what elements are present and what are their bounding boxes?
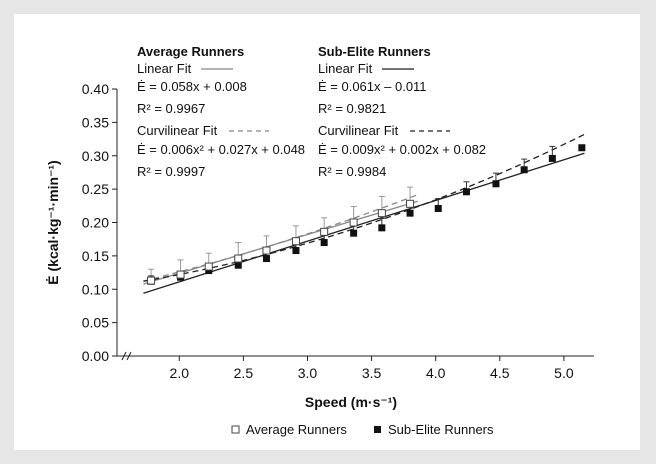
x-tick-label: 2.0 [170,365,190,381]
subelite-point [234,261,242,269]
subelite-point [462,188,470,196]
subelite-point [434,204,442,212]
chart-panel: 0.00 0.05 0.10 0.15 0.20 0.25 0.30 0.35 0.40 2.0 2… [14,14,640,450]
average-point [291,237,300,246]
average-point [349,218,358,227]
subelite-linear-fit-label: Linear Fit [318,61,373,76]
average-point [234,254,243,263]
average-curvilinear-r2: R² = 0.9997 [137,164,205,179]
subelite-point [262,255,270,263]
average-linear-equation: Ė = 0.058x + 0.008 [137,79,247,94]
y-tick-label: 0.40 [82,81,109,97]
subelite-point [406,209,414,217]
subelite-point [350,229,358,237]
subelite-linear-r2: R² = 0.9821 [318,101,386,116]
subelite-curvilinear-r2: R² = 0.9984 [318,164,386,179]
x-tick-label: 4.0 [426,365,446,381]
subelite-linear-fit-line [143,152,585,294]
average-point [204,262,213,271]
subelite-point [492,180,500,188]
y-tick-label: 0.15 [82,248,109,264]
y-tick-label: 0.10 [82,281,109,297]
subelite-curvilinear-equation: Ė = 0.009x² + 0.002x + 0.082 [318,142,486,157]
x-tick-label: 5.0 [554,365,574,381]
y-tick-label: 0.30 [82,148,109,164]
average-curvilinear-equation: Ė = 0.006x² + 0.027x + 0.048 [137,142,305,157]
subelite-fit-heading: Sub-Elite Runners [318,44,431,59]
axis-break-mark [126,351,132,361]
average-point [377,209,386,218]
average-curvilinear-fit-label: Curvilinear Fit [137,123,218,138]
average-fit-heading: Average Runners [137,44,244,59]
y-tick-label: 0.05 [82,315,109,331]
x-tick-label: 4.5 [490,365,510,381]
subelite-point [548,154,556,162]
subelite-point [578,144,586,152]
x-axis-label: Speed (m·s⁻¹) [305,394,397,410]
legend-average-label: Average Runners [246,422,347,437]
y-tick-label: 0.00 [82,348,109,364]
average-linear-r2: R² = 0.9967 [137,101,205,116]
average-curvilinear-fit-line [143,194,418,282]
subelite-point [292,247,300,255]
x-tick-label: 2.5 [234,365,254,381]
subelite-curvilinear-fit-label: Curvilinear Fit [318,123,399,138]
subelite-point [520,166,528,174]
axis-break-mark [121,351,127,361]
legend-average-marker [231,425,240,434]
subelite-linear-equation: Ė = 0.061x – 0.011 [318,79,427,94]
average-point [262,246,271,255]
y-tick-label: 0.35 [82,114,109,130]
legend-subelite-label: Sub-Elite Runners [388,422,494,437]
y-tick-label: 0.25 [82,181,109,197]
x-tick-label: 3.0 [298,365,318,381]
subelite-point [205,267,213,275]
chart-svg: 0.00 0.05 0.10 0.15 0.20 0.25 0.30 0.35 0.40 2.0 2… [45,44,594,437]
average-point [320,227,329,236]
average-point [176,270,185,279]
average-point [147,276,156,285]
subelite-curvilinear-fit-line [143,133,585,282]
average-linear-fit-label: Linear Fit [137,61,192,76]
x-tick-label: 3.5 [362,365,382,381]
average-point [406,199,415,208]
y-axis-label: Ė (kcal·kg⁻¹·min⁻¹) [45,160,61,284]
y-tick-label: 0.20 [82,215,109,231]
subelite-point [378,224,386,232]
subelite-point [320,239,328,247]
legend-subelite-marker [374,426,381,433]
